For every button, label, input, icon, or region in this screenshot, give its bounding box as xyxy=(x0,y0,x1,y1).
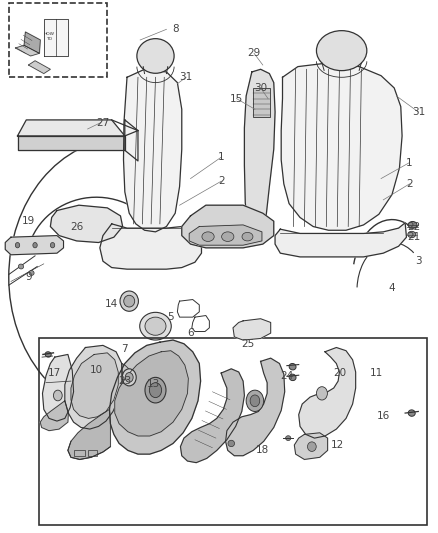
Ellipse shape xyxy=(137,39,174,73)
Polygon shape xyxy=(50,205,123,243)
Text: 22: 22 xyxy=(407,222,420,231)
Text: 6: 6 xyxy=(187,328,194,338)
Polygon shape xyxy=(18,136,125,150)
Polygon shape xyxy=(115,351,188,436)
Ellipse shape xyxy=(289,364,296,370)
Text: 18: 18 xyxy=(256,446,269,455)
Text: 8: 8 xyxy=(172,25,179,34)
Text: 20: 20 xyxy=(333,368,346,378)
Ellipse shape xyxy=(316,387,328,400)
Text: 16: 16 xyxy=(377,411,390,421)
Text: 26: 26 xyxy=(70,222,83,231)
Text: 31: 31 xyxy=(412,107,425,117)
Ellipse shape xyxy=(45,352,51,357)
Polygon shape xyxy=(40,401,68,431)
Ellipse shape xyxy=(307,442,316,451)
Text: 21: 21 xyxy=(407,232,420,242)
Bar xyxy=(253,88,270,117)
Bar xyxy=(88,450,97,456)
Polygon shape xyxy=(299,348,356,438)
Ellipse shape xyxy=(124,295,134,307)
Text: 30: 30 xyxy=(254,83,267,93)
Ellipse shape xyxy=(289,374,296,381)
Ellipse shape xyxy=(50,243,55,248)
Polygon shape xyxy=(189,225,262,245)
Text: 1: 1 xyxy=(218,152,225,162)
Polygon shape xyxy=(100,224,201,269)
Polygon shape xyxy=(180,369,244,463)
Ellipse shape xyxy=(408,410,415,416)
Ellipse shape xyxy=(125,373,133,382)
Ellipse shape xyxy=(408,231,416,238)
Ellipse shape xyxy=(18,264,24,269)
Ellipse shape xyxy=(242,232,253,241)
Polygon shape xyxy=(5,236,64,255)
Ellipse shape xyxy=(316,30,367,70)
Polygon shape xyxy=(233,319,271,340)
Bar xyxy=(74,450,85,456)
Ellipse shape xyxy=(33,243,37,248)
Ellipse shape xyxy=(120,291,138,311)
Text: 15: 15 xyxy=(230,94,243,103)
Polygon shape xyxy=(119,364,136,401)
Polygon shape xyxy=(275,223,406,257)
Text: 1: 1 xyxy=(406,158,413,167)
Text: 23: 23 xyxy=(118,376,131,386)
Polygon shape xyxy=(24,32,40,53)
Ellipse shape xyxy=(15,243,20,248)
Bar xyxy=(9,3,107,77)
Polygon shape xyxy=(15,45,39,56)
Text: 11: 11 xyxy=(370,368,383,378)
Text: 29: 29 xyxy=(247,49,261,58)
Polygon shape xyxy=(65,345,123,429)
Polygon shape xyxy=(125,120,138,161)
Ellipse shape xyxy=(140,312,171,340)
Polygon shape xyxy=(18,120,125,136)
Polygon shape xyxy=(28,61,50,74)
Text: 9: 9 xyxy=(25,272,32,282)
Polygon shape xyxy=(71,353,118,418)
Text: 10: 10 xyxy=(90,366,103,375)
Ellipse shape xyxy=(149,383,162,398)
Text: 13: 13 xyxy=(147,379,160,389)
Polygon shape xyxy=(124,69,182,232)
Ellipse shape xyxy=(250,395,260,407)
Polygon shape xyxy=(226,358,285,456)
Polygon shape xyxy=(281,63,402,230)
Ellipse shape xyxy=(145,317,166,335)
Text: 14: 14 xyxy=(105,299,118,309)
Text: 2: 2 xyxy=(218,176,225,186)
Text: 2: 2 xyxy=(406,179,413,189)
Text: 25: 25 xyxy=(241,339,254,349)
Polygon shape xyxy=(44,19,68,56)
Text: 27: 27 xyxy=(96,118,110,127)
Text: 7: 7 xyxy=(121,344,128,354)
Text: 12: 12 xyxy=(331,440,344,450)
Text: 19: 19 xyxy=(22,216,35,226)
Ellipse shape xyxy=(228,440,235,447)
Polygon shape xyxy=(68,409,110,459)
Text: 5: 5 xyxy=(167,312,174,322)
Ellipse shape xyxy=(122,369,136,386)
Polygon shape xyxy=(110,340,201,454)
Ellipse shape xyxy=(286,436,291,440)
Polygon shape xyxy=(182,205,274,248)
Text: 17: 17 xyxy=(48,368,61,378)
Polygon shape xyxy=(294,433,328,459)
Ellipse shape xyxy=(222,232,234,241)
Text: HOW
TO: HOW TO xyxy=(43,32,55,41)
Ellipse shape xyxy=(53,390,62,401)
Ellipse shape xyxy=(29,270,34,276)
Ellipse shape xyxy=(246,390,264,411)
Text: 24: 24 xyxy=(280,371,293,381)
Ellipse shape xyxy=(408,222,417,229)
Ellipse shape xyxy=(202,232,214,241)
Text: 31: 31 xyxy=(180,72,193,82)
Polygon shape xyxy=(244,69,275,236)
Text: 4: 4 xyxy=(389,283,396,293)
Bar xyxy=(39,338,427,525)
Text: 3: 3 xyxy=(415,256,422,266)
Polygon shape xyxy=(42,354,74,421)
Ellipse shape xyxy=(145,377,166,403)
